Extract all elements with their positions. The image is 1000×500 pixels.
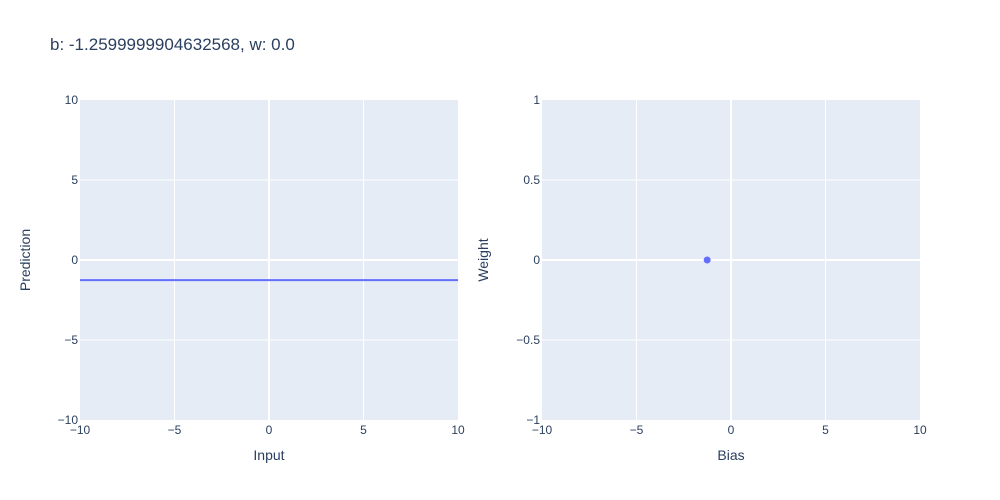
y-tick-label: 5	[71, 173, 78, 187]
x-tick-label: 5	[360, 423, 367, 437]
series-parameters	[703, 256, 711, 264]
grid-lines-parameters	[542, 100, 920, 420]
y-tick-label: −0.5	[516, 333, 540, 347]
y-axis-title-prediction: Prediction	[17, 229, 33, 291]
x-tick-label: 0	[266, 423, 273, 437]
x-tick-label: −10	[532, 423, 553, 437]
x-tick-label: 5	[822, 423, 829, 437]
x-tick-label: 10	[913, 423, 927, 437]
x-axis-title-input: Input	[253, 447, 284, 463]
y-tick-label: 0.5	[523, 173, 540, 187]
x-tick-label: −10	[70, 423, 91, 437]
y-tick-label: −5	[64, 333, 78, 347]
x-tick-label: 10	[451, 423, 465, 437]
tick-labels-parameters: −10 −5 0 5 10 −1 −0.5 0 0.5 1	[516, 93, 927, 437]
y-tick-label: −10	[58, 413, 79, 427]
x-tick-label: −5	[630, 423, 644, 437]
y-tick-label: 10	[65, 93, 79, 107]
y-axis-title-weight: Weight	[475, 238, 491, 281]
x-tick-label: −5	[168, 423, 182, 437]
parameter-point	[703, 256, 711, 264]
tick-labels-prediction: −10 −5 0 5 10 −10 −5 0 5 10	[58, 93, 465, 437]
chart-title: b: -1.2599999904632568, w: 0.0	[50, 35, 295, 54]
y-tick-label: 0	[71, 253, 78, 267]
x-tick-label: 0	[728, 423, 735, 437]
y-tick-label: 0	[533, 253, 540, 267]
prediction-panel: −10 −5 0 5 10 −10 −5 0 5 10 Input Prediction	[17, 93, 465, 463]
y-tick-label: −1	[526, 413, 540, 427]
grid-lines-prediction	[80, 100, 458, 420]
x-axis-title-bias: Bias	[717, 447, 744, 463]
parameter-panel: −10 −5 0 5 10 −1 −0.5 0 0.5 1 Bias Weight	[475, 93, 927, 463]
y-tick-label: 1	[533, 93, 540, 107]
